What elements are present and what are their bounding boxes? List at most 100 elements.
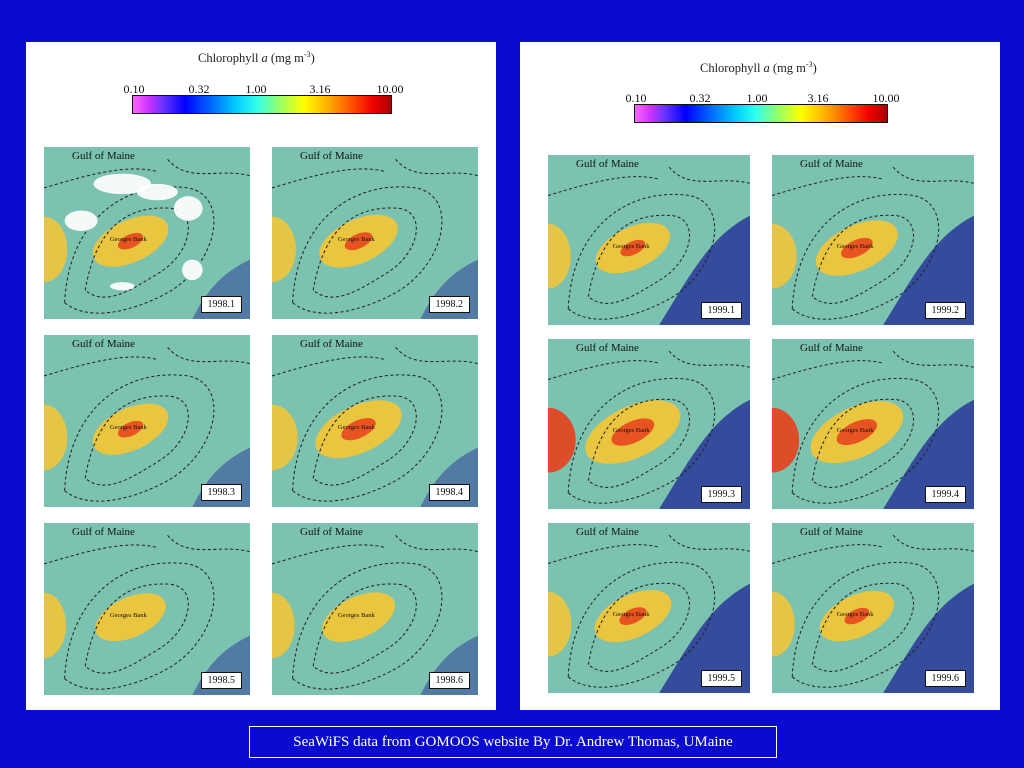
bathymetry-contour: [567, 193, 715, 320]
georges-bank-peak: [341, 418, 376, 441]
caption: SeaWiFS data from GOMOOS website By Dr. …: [249, 726, 777, 758]
chlorophyll-map: [272, 534, 478, 695]
year-label: 1998.1: [200, 296, 242, 313]
year-label: 1998.4: [428, 484, 470, 501]
coastal-bloom: [772, 223, 797, 289]
coastal-bloom: [272, 404, 298, 471]
bathymetry-contour: [772, 534, 974, 564]
bathymetry-contour: [272, 158, 478, 189]
bank-label: Georges Bank: [836, 243, 874, 251]
bathymetry-contour: [587, 582, 690, 672]
map-title: Gulf of Maine: [72, 338, 135, 350]
legend-title: Chlorophyll a (mg m-3): [198, 50, 315, 66]
map-title: Gulf of Maine: [576, 342, 639, 354]
year-label: 1998.6: [428, 672, 470, 689]
year-label: 1999.4: [924, 486, 966, 503]
coastal-bloom: [772, 591, 795, 657]
map-1998-1: Gulf of Maine Georges Bank 1998.1: [44, 147, 250, 319]
chlorophyll-map: [772, 166, 974, 325]
bank-label: Georges Bank: [612, 611, 650, 619]
bathymetry-contour: [548, 350, 750, 380]
year-label: 1999.3: [700, 486, 742, 503]
year-label: 1998.3: [200, 484, 242, 501]
bathymetry-contour: [44, 346, 250, 377]
bathymetry-contour: [772, 350, 974, 380]
bank-label: Georges Bank: [337, 424, 375, 432]
map-title: Gulf of Maine: [800, 342, 863, 354]
coastal-bloom: [548, 223, 571, 289]
map-title: Gulf of Maine: [72, 526, 135, 538]
bank-label: Georges Bank: [109, 424, 147, 432]
offshore-water: [883, 399, 974, 509]
georges-bank-peak: [841, 237, 873, 259]
map-title: Gulf of Maine: [300, 526, 363, 538]
map-1999-4: Gulf of Maine Georges Bank 1999.4: [772, 339, 974, 509]
map-title: Gulf of Maine: [576, 526, 639, 538]
bathymetry-contour: [312, 583, 417, 674]
bathymetry-contour: [272, 534, 478, 565]
map-1998-3: Gulf of Maine Georges Bank 1998.3: [44, 335, 250, 507]
georges-bank-peak: [117, 420, 144, 438]
map-title: Gulf of Maine: [72, 150, 135, 162]
chlorophyll-map: [44, 158, 250, 319]
georges-bank-peak: [611, 418, 655, 446]
georges-bank-peak: [344, 232, 373, 251]
bathymetry-contour: [587, 214, 690, 304]
colorbar: [634, 104, 888, 123]
map-1999-5: Gulf of Maine Georges Bank 1999.5: [548, 523, 750, 693]
bathymetry-contour: [587, 398, 690, 488]
bathymetry-contour: [811, 582, 914, 672]
bathymetry-contour: [84, 583, 189, 674]
chlorophyll-map: [772, 350, 974, 509]
scale-tick: 0.10: [625, 91, 647, 105]
bathymetry-contour: [312, 395, 417, 486]
coastal-bloom: [44, 404, 68, 471]
bathymetry-contour: [772, 166, 974, 196]
map-1998-5: Gulf of Maine Georges Bank 1998.5: [44, 523, 250, 695]
map-title: Gulf of Maine: [576, 158, 639, 170]
georges-bank-peak: [619, 607, 647, 625]
bathymetry-contour: [292, 374, 443, 502]
scale-tick: 0.32: [188, 82, 210, 96]
cloud-patch: [182, 259, 203, 281]
map-1998-6: Gulf of Maine Georges Bank 1998.6: [272, 523, 478, 695]
coastal-bloom: [44, 216, 68, 283]
map-1999-2: Gulf of Maine Georges Bank 1999.2: [772, 155, 974, 325]
bathymetry-contour: [64, 374, 215, 502]
georges-bank-peak: [117, 232, 144, 250]
year-label: 1998.2: [428, 296, 470, 313]
map-title: Gulf of Maine: [300, 150, 363, 162]
map-title: Gulf of Maine: [800, 158, 863, 170]
chlorophyll-map: [272, 346, 478, 507]
bathymetry-contour: [84, 395, 189, 486]
scale-tick: 0.32: [689, 91, 711, 105]
coastal-bloom: [548, 407, 576, 473]
bank-label: Georges Bank: [836, 427, 874, 435]
cloud-patch: [173, 196, 203, 221]
map-title: Gulf of Maine: [800, 526, 863, 538]
scale-tick: 3.16: [807, 91, 829, 105]
map-1999-3: Gulf of Maine Georges Bank 1999.3: [548, 339, 750, 509]
georges-bank-bloom: [95, 593, 166, 642]
georges-bank-bloom: [321, 592, 396, 642]
bathymetry-contour: [64, 186, 215, 314]
bathymetry-contour: [64, 562, 215, 690]
cloud-patch: [109, 282, 135, 291]
bathymetry-contour: [44, 158, 250, 189]
bathymetry-contour: [791, 561, 939, 688]
bathymetry-contour: [292, 562, 443, 690]
bathymetry-contour: [811, 214, 914, 304]
scale-tick: 0.10: [123, 82, 145, 96]
bathymetry-contour: [567, 377, 715, 504]
bank-label: Georges Bank: [109, 612, 147, 620]
map-title: Gulf of Maine: [300, 338, 363, 350]
chlorophyll-map: [548, 166, 750, 325]
map-1998-2: Gulf of Maine Georges Bank 1998.2: [272, 147, 478, 319]
colorbar: [132, 95, 392, 114]
bank-label: Georges Bank: [109, 236, 147, 244]
georges-bank-peak: [836, 419, 878, 446]
chlorophyll-map: [548, 350, 750, 509]
offshore-water: [659, 215, 750, 325]
map-1998-4: Gulf of Maine Georges Bank 1998.4: [272, 335, 478, 507]
bathymetry-contour: [312, 207, 417, 298]
